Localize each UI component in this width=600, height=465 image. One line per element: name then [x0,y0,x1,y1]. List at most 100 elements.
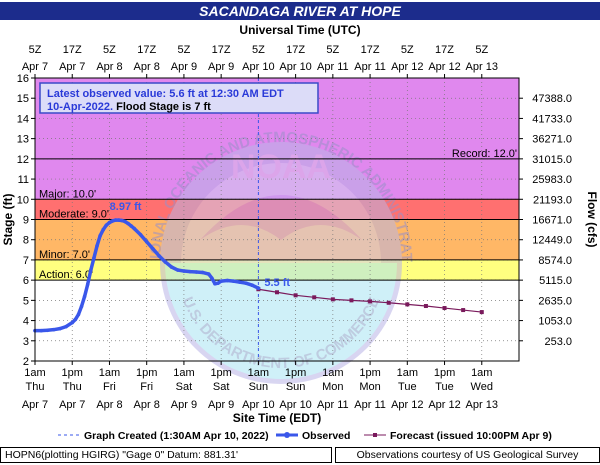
flow-tick-label: 2635.0 [538,295,572,307]
bottom-tick-time: 1am [397,367,418,379]
bottom-tick-date: Apr 10 [279,399,311,411]
datum-footer: HOPN6(plotting HGIRG) "Gage 0" Datum: 88… [0,447,332,463]
stage-tick-label: 4 [23,316,29,328]
threshold-lines: Record: 12.0' Major: 10.0' Moderate: 9.0' M… [35,148,519,281]
bottom-tick-date: Apr 7 [59,399,85,411]
threshold-label-action: Action: 6.0' [39,269,93,281]
forecast-point [368,299,373,304]
latest-info-line1: Latest observed value: 5.6 ft at 12:30 A… [47,88,284,100]
bottom-tick-day: Tue [435,381,454,393]
stage-tick-label: 8 [23,235,29,247]
observed-point [123,219,127,224]
stage-tick-label: 13 [17,134,29,146]
forecast-point [461,308,466,313]
top-tick-date: Apr 8 [96,61,122,73]
flow-tick-label: 8574.0 [538,255,572,267]
top-tick-date: Apr 7 [22,61,48,73]
stage-tick-label: 10 [17,194,29,206]
observed-point [151,247,155,251]
stage-tick-label: 9 [23,215,29,227]
top-tick-date: Apr 10 [242,61,274,73]
stage-tick-label: 12 [17,154,29,166]
legend-observed-label: Observed [302,430,350,442]
value-callouts: 8.97 ft 5.5 ft [110,201,291,289]
observed-point [206,272,211,276]
flow-tick-label: 31015.0 [532,154,572,166]
bottom-tick-date: Apr 9 [208,399,234,411]
top-axis-label: Universal Time (UTC) [239,23,360,37]
top-tick-time: 17Z [63,44,82,56]
bottom-axis-label: Site Time (EDT) [233,411,321,425]
observed-point [163,260,168,264]
forecast-point [330,297,335,302]
observed-point [98,233,102,238]
latest-info-box: Latest observed value: 5.6 ft at 12:30 A… [39,82,319,114]
bottom-tick-day: Fri [140,381,153,393]
latest-info-flood-stage: Flood Stage is 7 ft [113,101,211,113]
observed-point [51,327,56,332]
stage-axis-ticks: 2 3 4 5 6 7 8 9 10 11 12 13 14 15 16 [17,73,35,368]
top-tick-date: Apr 11 [317,61,349,73]
flow-tick-label: 25983.0 [532,174,572,186]
top-tick-time: 5Z [475,44,488,56]
bottom-tick-time: 1pm [285,367,306,379]
bottom-tick-date: Apr 9 [171,399,197,411]
bottom-tick-day: Sat [213,381,230,393]
stage-tick-label: 6 [23,275,29,287]
legend-created-label: Graph Created (1:30AM Apr 10, 2022) [84,430,269,442]
stage-axis-label: Stage (ft) [1,194,15,246]
title-bar [0,2,600,20]
observed-point [129,224,133,228]
top-tick-date: Apr 8 [134,61,160,73]
observed-point [101,227,106,232]
top-tick-time: 5Z [178,44,191,56]
credit-footer: Observations courtesy of US Geological S… [335,447,600,463]
stage-tick-label: 2 [23,356,29,368]
top-tick-time: 5Z [103,44,116,56]
flow-axis-label: Flow (cfs) [585,192,599,248]
stage-tick-label: 7 [23,255,29,267]
latest-info-date: 10-Apr-2022. [47,101,113,113]
observed-point [116,218,121,222]
stage-tick-label: 11 [18,174,29,186]
forecast-point [349,298,354,303]
stage-tick-label: 14 [17,113,29,125]
bottom-tick-date: Apr 12 [428,399,460,411]
flow-tick-label: 16671.0 [532,215,572,227]
observed-point [89,268,93,272]
stage-tick-label: 16 [17,73,29,85]
bottom-tick-date: Apr 12 [391,399,423,411]
bottom-tick-day: Thu [63,381,82,393]
top-tick-date: Apr 9 [171,61,197,73]
observed-point [76,312,81,317]
hydrograph-chart: SACANDAGA RIVER AT HOPE Universal Time (… [0,0,600,442]
top-tick-time: 17Z [286,44,305,56]
bottom-tick-day: Wed [471,381,493,393]
flow-tick-label: 21193.0 [533,194,572,206]
bottom-tick-time: 1am [248,367,269,379]
forecast-point [423,304,428,309]
bottom-tick-date: Apr 11 [317,399,349,411]
observed-series [33,218,261,333]
forecast-point [479,310,484,315]
observed-point [92,256,96,260]
flow-axis-ticks: 253.0 1053.0 2635.0 5115.0 8574.0 12449.0 1667… [519,93,572,348]
legend-observed-marker [284,432,290,438]
watermark-bird-icon [200,195,362,240]
stage-tick-label: 15 [17,93,29,105]
top-tick-date: Apr 7 [59,61,85,73]
threshold-label-major: Major: 10.0' [39,188,96,200]
observed-point [219,279,223,283]
bottom-tick-date: Apr 7 [22,399,48,411]
bottom-tick-day: Mon [359,381,380,393]
bottom-tick-time: 1pm [359,367,380,379]
bottom-tick-time: 1am [322,367,343,379]
bottom-tick-day: Thu [26,381,45,393]
observed-point [110,219,115,223]
bottom-tick-day: Mon [322,381,343,393]
flow-tick-label: 36271.0 [532,134,572,146]
bottom-tick-date: Apr 11 [354,399,386,411]
top-tick-date: Apr 10 [279,61,311,73]
legend-forecast-label: Forecast (issued 10:00PM Apr 9) [390,430,552,442]
